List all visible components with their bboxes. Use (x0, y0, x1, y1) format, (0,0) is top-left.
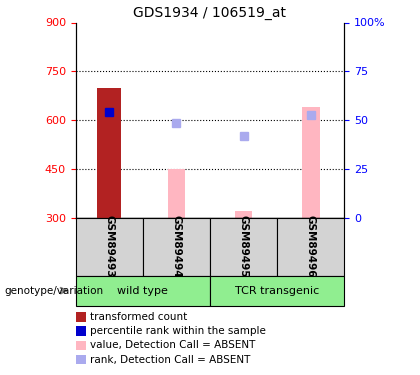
Text: GSM89496: GSM89496 (306, 215, 316, 278)
Text: transformed count: transformed count (90, 312, 188, 322)
Bar (302, 107, 320, 218)
Bar (76, 276, 210, 306)
Text: GSM89494: GSM89494 (171, 215, 181, 278)
Bar (277, 217, 344, 276)
Bar (235, 211, 252, 217)
Text: wild type: wild type (117, 286, 168, 296)
Text: GSM89493: GSM89493 (104, 215, 114, 278)
Bar (210, 276, 344, 306)
Text: value, Detection Call = ABSENT: value, Detection Call = ABSENT (90, 340, 256, 350)
Bar (76, 217, 143, 276)
Bar (210, 217, 277, 276)
Bar (168, 169, 185, 217)
Bar (143, 217, 210, 276)
Text: GSM89495: GSM89495 (239, 215, 249, 278)
Text: TCR transgenic: TCR transgenic (235, 286, 319, 296)
Text: genotype/variation: genotype/variation (4, 286, 103, 296)
Title: GDS1934 / 106519_at: GDS1934 / 106519_at (134, 6, 286, 20)
Text: percentile rank within the sample: percentile rank within the sample (90, 326, 266, 336)
Text: rank, Detection Call = ABSENT: rank, Detection Call = ABSENT (90, 355, 251, 364)
Bar (97, 87, 121, 218)
